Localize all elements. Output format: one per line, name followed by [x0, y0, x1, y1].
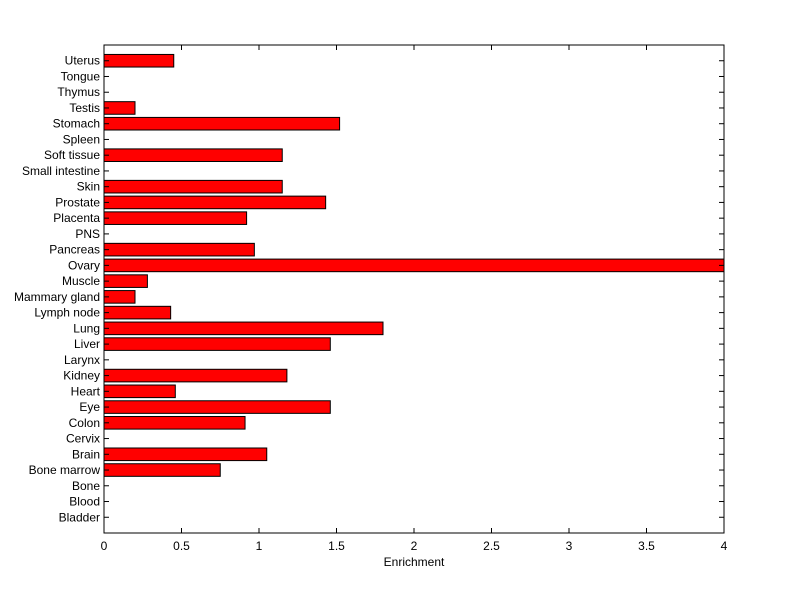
y-tick-label: Lymph node [34, 306, 100, 320]
bar-liver [103, 337, 331, 351]
y-tick-label: Testis [69, 101, 100, 115]
y-tick-label: Blood [69, 495, 100, 509]
y-tick-label: Brain [72, 447, 100, 461]
bar-uterus [103, 53, 175, 68]
y-tick-label: Eye [79, 400, 100, 414]
x-tick-label: 0.5 [173, 539, 190, 553]
x-tick-label: 3 [566, 539, 573, 553]
y-tick-label: Ovary [68, 258, 100, 272]
bar-lymph-node [103, 305, 172, 320]
y-tick-label: Muscle [62, 274, 100, 288]
y-tick-label: Kidney [63, 369, 100, 383]
x-tick-labels: 0 0.5 1 1.5 2 2.5 3 3.5 4 [101, 539, 728, 553]
y-tick-label: Stomach [53, 117, 100, 131]
y-tick-label: Prostate [55, 195, 100, 209]
bar-colon [103, 416, 246, 430]
x-tick-label: 0 [101, 539, 108, 553]
y-tick-label: Mammary gland [14, 290, 100, 304]
bar-skin [103, 179, 283, 194]
y-tick-label: Spleen [63, 132, 100, 146]
x-tick-label: 1.5 [328, 539, 345, 553]
bars-group [103, 53, 725, 477]
x-axis-title: Enrichment [384, 555, 445, 569]
y-tick-label: PNS [75, 227, 100, 241]
x-tick-label: 2.5 [483, 539, 500, 553]
y-tick-label: Placenta [53, 211, 100, 225]
y-tick-label: Soft tissue [44, 148, 100, 162]
y-tick-label: Lung [73, 321, 100, 335]
y-tick-label: Tongue [61, 69, 101, 83]
x-tick-label: 2 [411, 539, 418, 553]
x-tick-label: 1 [256, 539, 263, 553]
y-tick-label: Skin [77, 180, 100, 194]
y-tick-label: Uterus [65, 54, 100, 68]
bar-brain [103, 447, 268, 462]
bar-ovary [103, 258, 725, 273]
y-tick-label: Thymus [57, 85, 100, 99]
y-tick-label: Larynx [64, 353, 100, 367]
x-tick-label: 4 [721, 539, 728, 553]
bar-prostate [103, 195, 327, 210]
bar-pancreas [103, 242, 255, 257]
bar-kidney [103, 368, 288, 383]
y-tick-label: Liver [74, 337, 100, 351]
y-tick-label: Heart [71, 384, 101, 398]
x-tick-label: 3.5 [638, 539, 655, 553]
y-tick-label: Colon [69, 416, 100, 430]
bar-soft-tissue [103, 148, 283, 162]
y-tick-label: Pancreas [49, 243, 100, 257]
bar-placenta [103, 211, 248, 225]
y-tick-label: Small intestine [22, 164, 100, 178]
y-tick-label: Bladder [59, 510, 100, 524]
bar-bone-marrow [103, 463, 221, 477]
bar-heart [103, 384, 176, 399]
y-tick-label: Cervix [66, 432, 100, 446]
bar-muscle [103, 274, 148, 288]
bar-eye [103, 400, 331, 414]
bar-lung [103, 321, 384, 336]
bar-stomach [103, 116, 341, 131]
plot-area-frame [103, 44, 725, 534]
y-tick-label: Bone marrow [29, 463, 101, 477]
y-tick-label: Bone [72, 479, 100, 493]
